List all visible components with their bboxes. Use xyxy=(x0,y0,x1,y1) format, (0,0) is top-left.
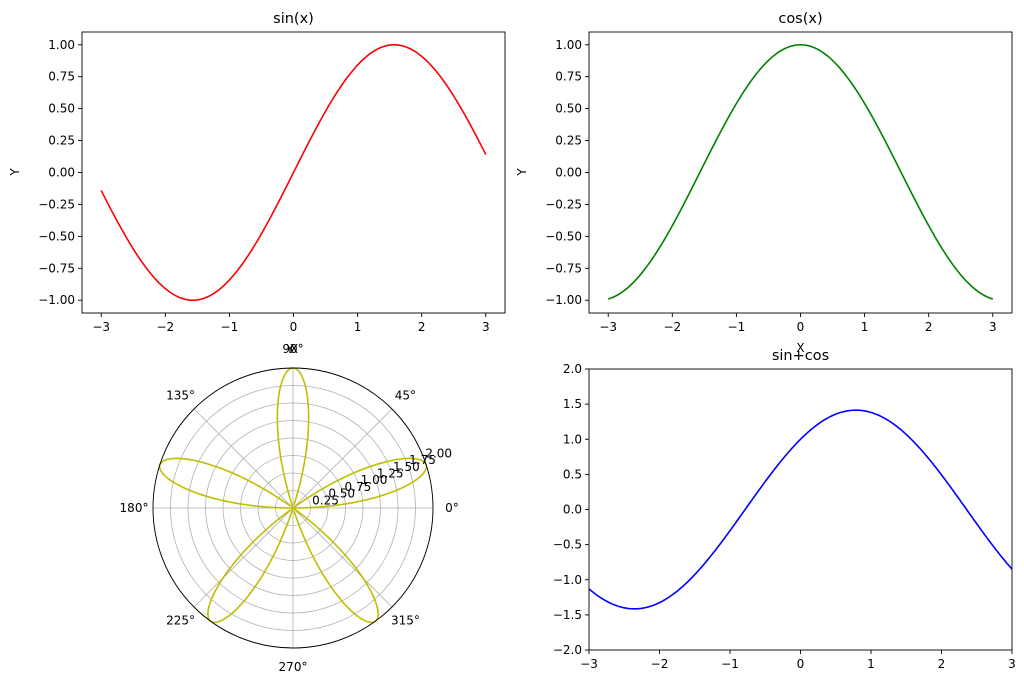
y-tick-label: 0.0 xyxy=(563,503,582,517)
x-tick-label: −1 xyxy=(221,320,239,334)
series-line-1 xyxy=(588,409,1013,610)
axes-frame xyxy=(588,368,1013,651)
y-tick-label: 2.0 xyxy=(563,362,582,376)
polar-r-tick-label: 1.75 xyxy=(409,453,436,467)
subplot-polar: 0.250.500.751.001.251.501.752.00 0° 45° 90°… xyxy=(120,342,459,674)
y-tick-label: 0.75 xyxy=(48,70,75,84)
polar-r-tick-label: 1.50 xyxy=(393,460,420,474)
y-tick-label: 0.00 xyxy=(48,166,75,180)
polar-angle-tick-label: 270° xyxy=(279,660,308,674)
y-tick-label: 0.00 xyxy=(555,166,582,180)
polar-angle-tick-label: 0° xyxy=(445,501,459,515)
x-tick-label: −2 xyxy=(156,320,174,334)
y-tick-label: 0.5 xyxy=(563,467,582,481)
y-tick-label: −0.50 xyxy=(545,229,582,243)
subplot-sin-plus-cos: sin+cos −3 −2 −1 0 1 2 3 −2.0 −1.5 −1.0 −0.5 0.0 0.5… xyxy=(553,348,1016,671)
x-tick-label: 0 xyxy=(290,320,298,334)
subplot-sin-ylabel: Y xyxy=(8,168,22,177)
x-tick-label: 3 xyxy=(989,320,997,334)
x-tick-label: −2 xyxy=(663,320,681,334)
subplot-cos: cos(x) Y X −3 −2 −1 0 1 2 3 −1.00 −0.75 −0.50 −0.2… xyxy=(515,11,1013,355)
y-tick-label: −0.5 xyxy=(553,538,582,552)
subplot-sin-plus-cos-title: sin+cos xyxy=(772,348,829,364)
y-tick-label: −2.0 xyxy=(553,643,582,657)
polar-angle-tick-label: 180° xyxy=(120,501,149,515)
x-tick-label: 1 xyxy=(354,320,362,334)
polar-overlap-ylabel: Y xyxy=(285,342,294,356)
polar-r-tick-label: 1.25 xyxy=(377,467,404,481)
polar-angle-tick-label: 135° xyxy=(166,389,195,403)
x-tick-label: 2 xyxy=(418,320,426,334)
x-tick-label: 0 xyxy=(797,320,805,334)
y-tick-label: −0.75 xyxy=(38,261,75,275)
subplot-sin: sin(x) Y −3 −2 −1 0 1 2 3 −1.00 −0.75 −0.50 −0.25 0… xyxy=(8,11,506,334)
x-tick-label: 3 xyxy=(1008,657,1016,671)
x-tick-label: 1 xyxy=(867,657,875,671)
y-tick-label: 1.00 xyxy=(48,38,75,52)
polar-r-tick-label: 2.00 xyxy=(425,446,452,460)
x-tick-label: −2 xyxy=(651,657,669,671)
polar-grid-spoke xyxy=(292,507,393,608)
polar-grid-spoke xyxy=(193,507,294,608)
y-tick-label: −0.75 xyxy=(545,261,582,275)
x-tick-label: −1 xyxy=(721,657,739,671)
polar-angle-tick-label: 90° xyxy=(282,342,303,356)
x-tick-label: 2 xyxy=(938,657,946,671)
y-tick-label: 0.50 xyxy=(555,102,582,116)
polar-r-tick-label: 0.50 xyxy=(328,487,355,501)
x-tick-label: −3 xyxy=(599,320,617,334)
x-tick-label: 0 xyxy=(797,657,805,671)
polar-angle-tick-label: 45° xyxy=(395,389,416,403)
polar-r-tick-label: 0.25 xyxy=(312,493,339,507)
y-tick-label: 1.5 xyxy=(563,397,582,411)
y-tick-label: −0.25 xyxy=(545,197,582,211)
subplot-sin-title: sin(x) xyxy=(273,11,314,27)
x-tick-label: 2 xyxy=(925,320,933,334)
polar-r-tick-label: 0.75 xyxy=(345,480,372,494)
polar-angle-tick-label: 225° xyxy=(166,613,195,627)
subplot-cos-ylabel: Y xyxy=(515,168,529,177)
y-tick-label: −1.5 xyxy=(553,608,582,622)
x-tick-label: −3 xyxy=(580,657,598,671)
y-tick-label: −1.00 xyxy=(38,293,75,307)
subplot-cos-title: cos(x) xyxy=(778,11,822,27)
x-tick-label: 3 xyxy=(482,320,490,334)
y-tick-label: 0.75 xyxy=(555,70,582,84)
series-line-1 xyxy=(607,43,994,300)
subplot-cos-xlabel: X xyxy=(796,341,804,355)
x-tick-label: 1 xyxy=(861,320,869,334)
y-tick-label: 0.50 xyxy=(48,102,75,116)
y-tick-label: 1.0 xyxy=(563,432,582,446)
y-tick-label: −1.00 xyxy=(545,293,582,307)
polar-angle-tick-label: 315° xyxy=(391,613,420,627)
x-tick-label: −3 xyxy=(92,320,110,334)
polar-outer-circle xyxy=(152,367,434,649)
polar-overlap-xlabel: X xyxy=(290,342,298,356)
y-tick-label: 0.25 xyxy=(555,134,582,148)
polar-grid-spoke xyxy=(193,408,294,509)
y-tick-label: 0.25 xyxy=(48,134,75,148)
y-tick-label: −0.50 xyxy=(38,229,75,243)
y-tick-label: −0.25 xyxy=(38,197,75,211)
x-tick-label: −1 xyxy=(728,320,746,334)
polar-r-tick-label: 1.00 xyxy=(361,473,388,487)
y-tick-label: 1.00 xyxy=(555,38,582,52)
axes-frame xyxy=(588,31,1013,314)
y-tick-label: −1.0 xyxy=(553,573,582,587)
polar-grid-spoke xyxy=(292,408,393,509)
series-line-1 xyxy=(100,43,487,302)
